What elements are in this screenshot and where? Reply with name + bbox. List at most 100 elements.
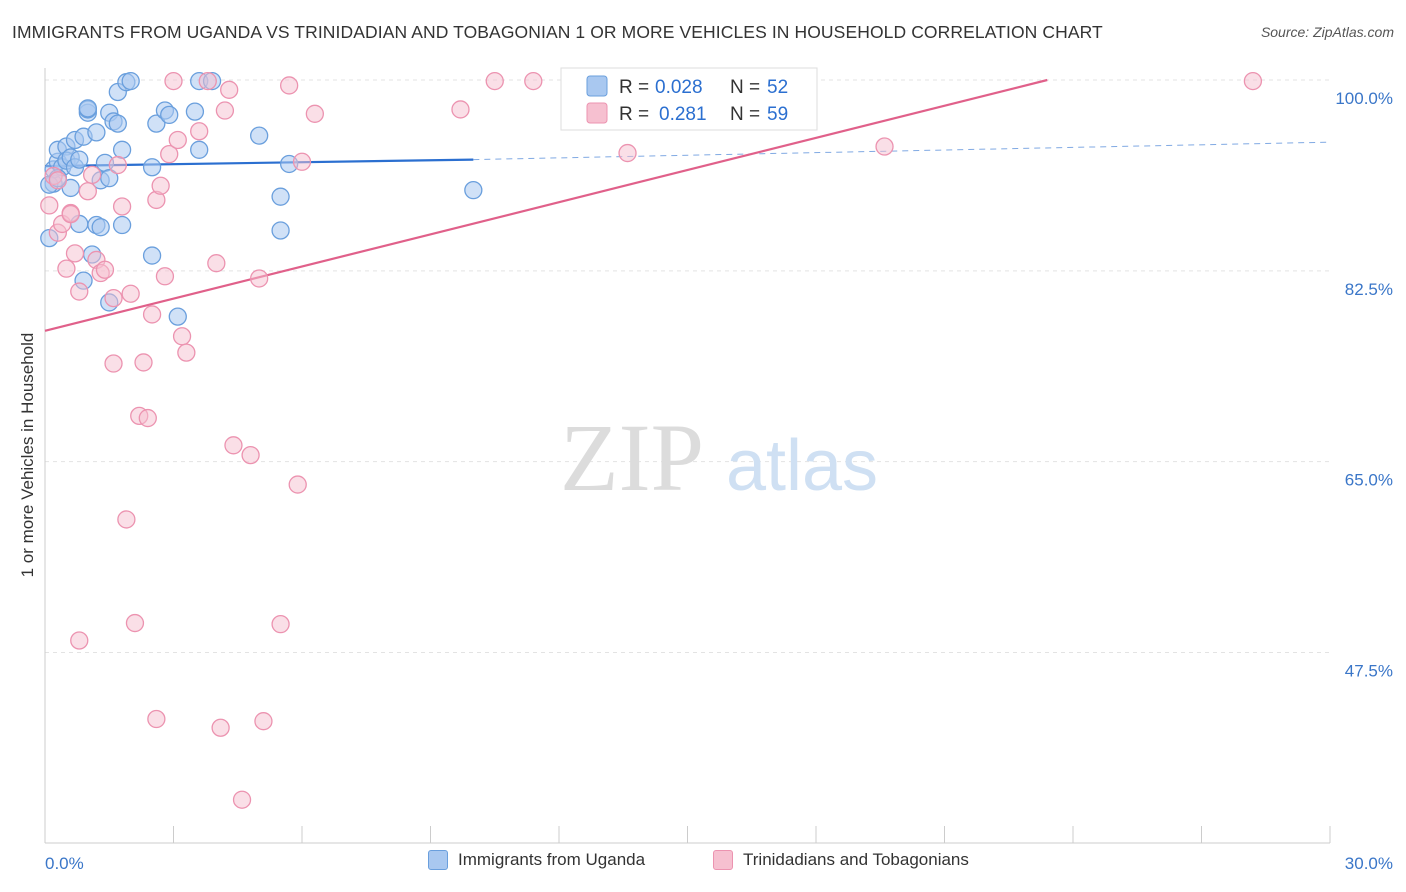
trinidad-point-47 [279,76,299,95]
trinidad-point-19 [117,510,136,529]
uganda-point-35 [142,246,162,265]
uganda-point-51 [78,99,97,118]
legend-top: R = 0.028 N = 52 R = 0.281 N = 59 [560,67,818,131]
trinidad-point-37 [207,254,226,273]
trinidad-point-23 [134,353,153,372]
trinidad-point-7 [65,244,85,263]
legend-n-value-2: 59 [767,104,788,125]
uganda-point-34 [142,158,162,177]
uganda-point-28 [108,114,127,133]
grid-lines [45,79,1330,653]
trinidad-point-30 [160,145,179,164]
trinidad-point-41 [224,436,243,455]
trinidad-point-11 [82,165,102,185]
legend-swatch-uganda-bottom [428,850,448,870]
y-tick-label-1: 82.5% [1345,280,1393,299]
uganda-point-46 [271,187,290,206]
trinidad-point-16 [104,354,123,373]
legend-bottom: Immigrants from Uganda Trinidadians and … [0,850,1406,878]
trinidad-point-20 [121,284,140,303]
uganda-point-48 [464,180,483,200]
trinidad-point-55 [618,143,637,163]
trinidad-point-40 [220,80,239,99]
trinidad-point-29 [155,267,175,286]
trinidad-point-35 [190,122,209,141]
x-tick-labels: 0.0% 30.0% [45,854,1393,873]
trinidad-trend-line [44,78,1048,332]
trinidad-point-2 [48,171,67,190]
trinidad-point-26 [147,709,166,729]
trinidad-point-36 [198,71,217,91]
x-tick-label-0: 0.0% [45,854,84,873]
trinidad-point-33 [172,327,192,346]
watermark-atlas: atlas [726,426,878,506]
legend-item-trinidad: Trinidadians and Tobagonians [713,850,969,870]
trinidad-point-8 [70,282,89,301]
trinidad-point-28 [151,176,170,195]
trinidad-point-51 [451,100,470,119]
trinidad-point-5 [57,259,76,278]
trinidad-point-49 [292,152,312,171]
legend-n-label-1: N = [730,77,760,98]
trinidad-point-42 [232,790,252,809]
trinidad-point-0 [40,196,59,215]
trinidad-point-31 [164,71,183,91]
trinidad-point-43 [241,445,260,465]
y-tick-labels: 100.0% 82.5% 65.0% 47.5% [1335,89,1393,681]
legend-swatch-trinidad [586,102,608,124]
trinidad-point-38 [211,718,230,737]
trinidad-point-44 [250,269,269,288]
y-tick-label-2: 65.0% [1345,471,1393,490]
uganda-point-33 [121,71,140,91]
uganda-point-38 [160,105,179,125]
x-tick-label-1: 30.0% [1345,854,1393,873]
trinidad-point-45 [254,712,273,731]
legend-swatch-trinidad-bottom [713,850,733,870]
series-trinidad-points [40,71,1263,809]
chart-title: IMMIGRANTS FROM UGANDA VS TRINIDADIAN AN… [12,22,1103,42]
watermark: ZIP atlas [560,404,878,511]
y-tick-label-3: 47.5% [1345,662,1393,681]
watermark-zip: ZIP [560,404,704,511]
legend-item-uganda: Immigrants from Uganda [428,850,645,870]
uganda-point-19 [87,123,106,142]
uganda-point-44 [250,126,269,145]
trinidad-point-56 [875,137,894,156]
legend-r-label-2: R = [619,104,649,125]
uganda-point-24 [100,168,119,188]
legend-label-uganda: Immigrants from Uganda [458,850,646,869]
trinidad-point-15 [104,288,123,308]
trinidad-point-58 [61,204,80,224]
trinidad-point-50 [305,104,325,123]
uganda-point-31 [112,140,132,159]
trinidad-point-53 [524,71,543,91]
legend-n-value-1: 52 [767,77,788,98]
trinidad-point-21 [125,613,145,633]
trinidad-point-24 [138,408,157,428]
legend-swatch-uganda [586,75,608,97]
trinidad-point-34 [177,343,196,362]
legend-label-trinidad: Trinidadians and Tobagonians [743,850,969,869]
trinidad-point-25 [142,305,162,324]
trinidad-point-17 [108,155,127,175]
trinidad-point-46 [271,614,290,634]
source-label: Source: ZipAtlas.com [1260,24,1394,40]
uganda-point-22 [91,218,110,237]
uganda-trend-extension [473,141,1331,161]
legend-r-value-1: 0.028 [655,77,703,98]
trinidad-point-48 [288,475,307,494]
uganda-point-45 [271,221,290,240]
legend-r-label-1: R = [619,77,649,98]
uganda-point-12 [70,150,89,169]
trinidad-point-18 [112,197,132,216]
uganda-point-36 [147,114,166,133]
uganda-point-40 [185,102,205,121]
uganda-point-30 [112,215,132,235]
trinidad-point-10 [78,182,97,201]
trinidad-point-32 [168,130,187,150]
uganda-point-42 [190,140,209,159]
axes [44,68,1331,844]
trinidad-point-39 [215,101,235,120]
y-axis-title: 1 or more Vehicles in Household [18,332,37,578]
